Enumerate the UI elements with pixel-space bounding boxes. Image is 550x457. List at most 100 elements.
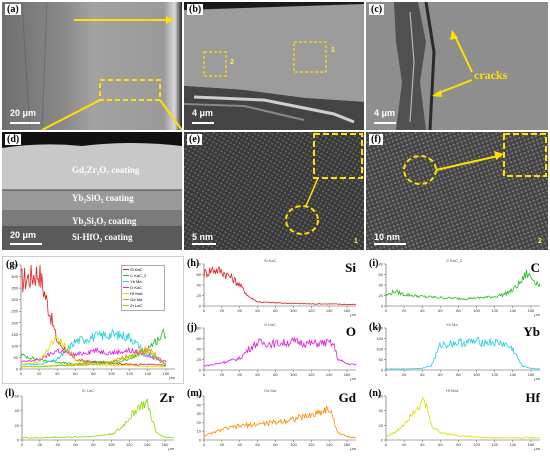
layer-label-yb2si2o7: Yb₂Si₂O₇ coating	[72, 216, 137, 226]
series-line-si-kac	[20, 264, 167, 367]
y-tick-label: 40	[197, 283, 202, 288]
x-tick-label: 20	[37, 371, 42, 376]
x-tick-label: 60	[73, 371, 78, 376]
x-tick-label: 40	[238, 372, 243, 377]
y-tick-label: 40	[379, 408, 384, 413]
y-tick-label: 300	[11, 297, 18, 302]
x-tick-label: 140	[144, 442, 151, 447]
legend-item: Gd Ma	[123, 297, 163, 303]
y-tick-label: 20	[379, 293, 384, 298]
x-tick-label: 160	[344, 372, 351, 377]
chart-l: 0 20 40 60 0 20 40 60 80 100 120 140 160 μm (l) Zr La…	[2, 386, 182, 452]
region-label-2: 2	[230, 59, 234, 66]
y-tick-label: 60	[197, 336, 202, 341]
y-tick-label: 80	[197, 262, 202, 267]
x-tick-label: 80	[456, 442, 461, 447]
series-line-k	[385, 336, 541, 370]
series-line-m	[203, 405, 357, 439]
y-tick-label: 0	[199, 438, 202, 443]
y-tick-label: 60	[379, 394, 384, 399]
x-tick-label: 140	[144, 371, 151, 376]
x-tick-label: 0	[385, 372, 388, 377]
series-line-n	[385, 396, 541, 439]
x-tick-label: 120	[308, 442, 315, 447]
element-label-c: C	[530, 260, 540, 275]
x-tick-label: 0	[203, 308, 206, 313]
x-tick-label: 20	[402, 308, 407, 313]
y-tick-label: 80	[379, 262, 384, 267]
x-tick-label: 160	[344, 442, 351, 447]
x-tick-label: 80	[456, 308, 461, 313]
panel-index-f: 2	[538, 238, 542, 245]
x-tick-label: 140	[509, 442, 516, 447]
x-tick-label: 160	[162, 442, 169, 447]
x-tick-label: 160	[163, 371, 170, 376]
y-tick-label: 50	[379, 357, 384, 362]
x-tick-label: 20	[402, 372, 407, 377]
x-tick-label: 120	[491, 442, 498, 447]
chart-m: 0 10 20 30 40 50 0 20 40 60 80 100 120 140 160 μm (m) G…	[184, 386, 364, 452]
x-tick-label: 160	[528, 308, 535, 313]
series-line-o-kac	[20, 346, 167, 363]
chart-i-title: C KaC_2	[446, 258, 463, 263]
chart-g-plot: 0 50 100 150 200 250 300 350 400 450 0 20 40 60 80 100 1…	[11, 263, 175, 381]
chart-n-title: Hf Ma1	[446, 388, 459, 393]
y-tick-label: 0	[16, 367, 19, 372]
y-tick-label: 250	[11, 309, 18, 314]
y-tick-label: 0	[381, 368, 384, 373]
chart-k-title: Yb Ma	[446, 322, 458, 327]
series-line-i	[385, 269, 541, 301]
x-tick-label: 40	[420, 442, 425, 447]
x-tick-label: 0	[385, 308, 388, 313]
axes: 0 50 100 150 200 250 300 350 400 450 0 20 40 60 80 100 1…	[11, 263, 175, 381]
x-tick-label: 20	[220, 372, 225, 377]
x-tick-label: 60	[255, 372, 260, 377]
y-tick-label: 350	[11, 286, 18, 291]
x-tick-label: 0	[20, 371, 23, 376]
x-tick-label: 160	[528, 442, 535, 447]
legend-item: Zr LaC	[123, 303, 163, 309]
chart-j: 0 20 40 60 80 0 20 40 60 80 100 120 140 160 μm (j) O K…	[184, 320, 364, 382]
panel-label-i: (i)	[369, 258, 379, 269]
x-tick-label: 20	[38, 442, 43, 447]
series-line-l	[21, 398, 175, 439]
y-tick-label: 0	[199, 304, 202, 309]
scale-bar-f: 10 nm	[374, 232, 401, 242]
y-tick-label: 150	[376, 336, 383, 341]
x-tick-label: 120	[491, 308, 498, 313]
panel-f: (f) 2 10 nm	[366, 132, 548, 250]
x-tick-label: 20	[220, 442, 225, 447]
panel-label-j: (j)	[187, 322, 197, 333]
x-tick-label: 60	[73, 442, 78, 447]
x-tick-label: 120	[308, 308, 315, 313]
x-tick-label: 80	[273, 442, 278, 447]
chart-l-title: Zr LaC	[82, 388, 95, 393]
x-tick-label: 40	[56, 442, 61, 447]
series-line-j	[203, 336, 357, 367]
x-tick-label: 0	[385, 442, 388, 447]
x-tick-label: 40	[420, 372, 425, 377]
x-unit: μm	[350, 312, 356, 317]
chart-j-title: O KaC	[264, 322, 277, 327]
y-tick-label: 200	[376, 326, 383, 331]
panel-c: (c) cracks 4 μm	[366, 2, 548, 130]
x-tick-label: 140	[509, 372, 516, 377]
y-tick-label: 80	[197, 326, 202, 331]
scale-bar-b: 4 μm	[192, 108, 214, 118]
y-tick-label: 40	[379, 283, 384, 288]
x-tick-label: 80	[273, 372, 278, 377]
x-unit: μm	[534, 312, 540, 317]
x-tick-label: 0	[21, 442, 24, 447]
x-tick-label: 120	[126, 442, 133, 447]
element-label-si: Si	[345, 260, 356, 275]
element-label-yb: Yb	[523, 324, 540, 339]
x-tick-label: 20	[402, 442, 407, 447]
